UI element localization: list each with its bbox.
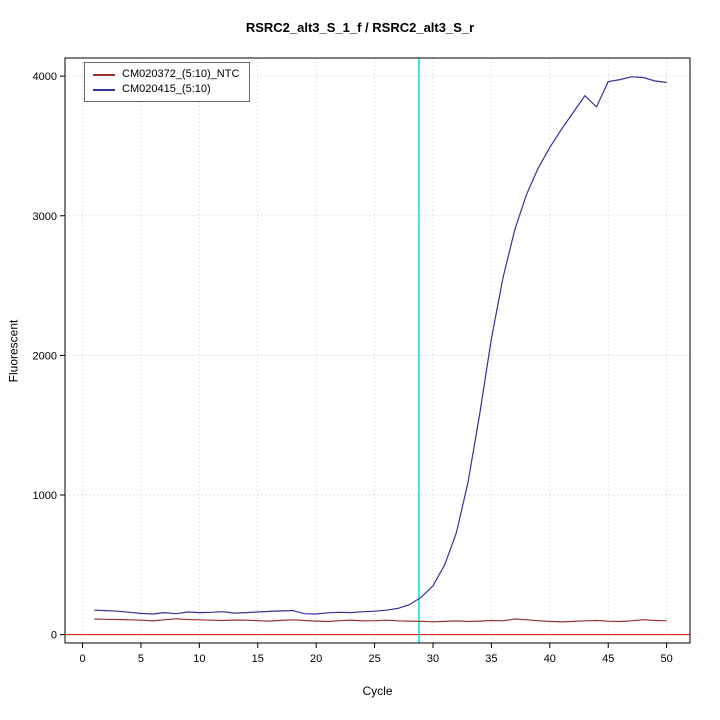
- svg-text:30: 30: [427, 653, 439, 665]
- svg-text:25: 25: [368, 653, 380, 665]
- legend-label: CM020415_(5:10): [122, 83, 211, 95]
- svg-text:0: 0: [51, 630, 57, 642]
- svg-text:20: 20: [310, 653, 322, 665]
- svg-text:15: 15: [252, 653, 264, 665]
- svg-text:10: 10: [193, 653, 205, 665]
- y-axis-label: Fluorescent: [5, 319, 20, 382]
- legend-swatch: [93, 88, 115, 91]
- legend: CM020372_(5:10)_NTC CM020415_(5:10): [84, 62, 251, 102]
- legend-item: CM020372_(5:10)_NTC: [93, 67, 239, 82]
- svg-text:5: 5: [138, 653, 144, 665]
- svg-text:45: 45: [602, 653, 614, 665]
- svg-text:35: 35: [485, 653, 497, 665]
- legend-item: CM020415_(5:10): [93, 82, 239, 97]
- svg-text:50: 50: [661, 653, 673, 665]
- x-axis-label: Cycle: [362, 684, 393, 698]
- legend-swatch: [93, 73, 115, 76]
- legend-label: CM020372_(5:10)_NTC: [122, 68, 240, 80]
- svg-text:3000: 3000: [33, 211, 57, 223]
- chart-title: RSRC2_alt3_S_1_f / RSRC2_alt3_S_r: [245, 20, 475, 35]
- svg-text:0: 0: [79, 653, 85, 665]
- y-axis-label-wrap: Fluorescent: [0, 58, 48, 643]
- svg-text:4000: 4000: [33, 71, 57, 83]
- svg-text:1000: 1000: [33, 490, 57, 502]
- svg-text:2000: 2000: [33, 350, 57, 362]
- svg-text:40: 40: [544, 653, 556, 665]
